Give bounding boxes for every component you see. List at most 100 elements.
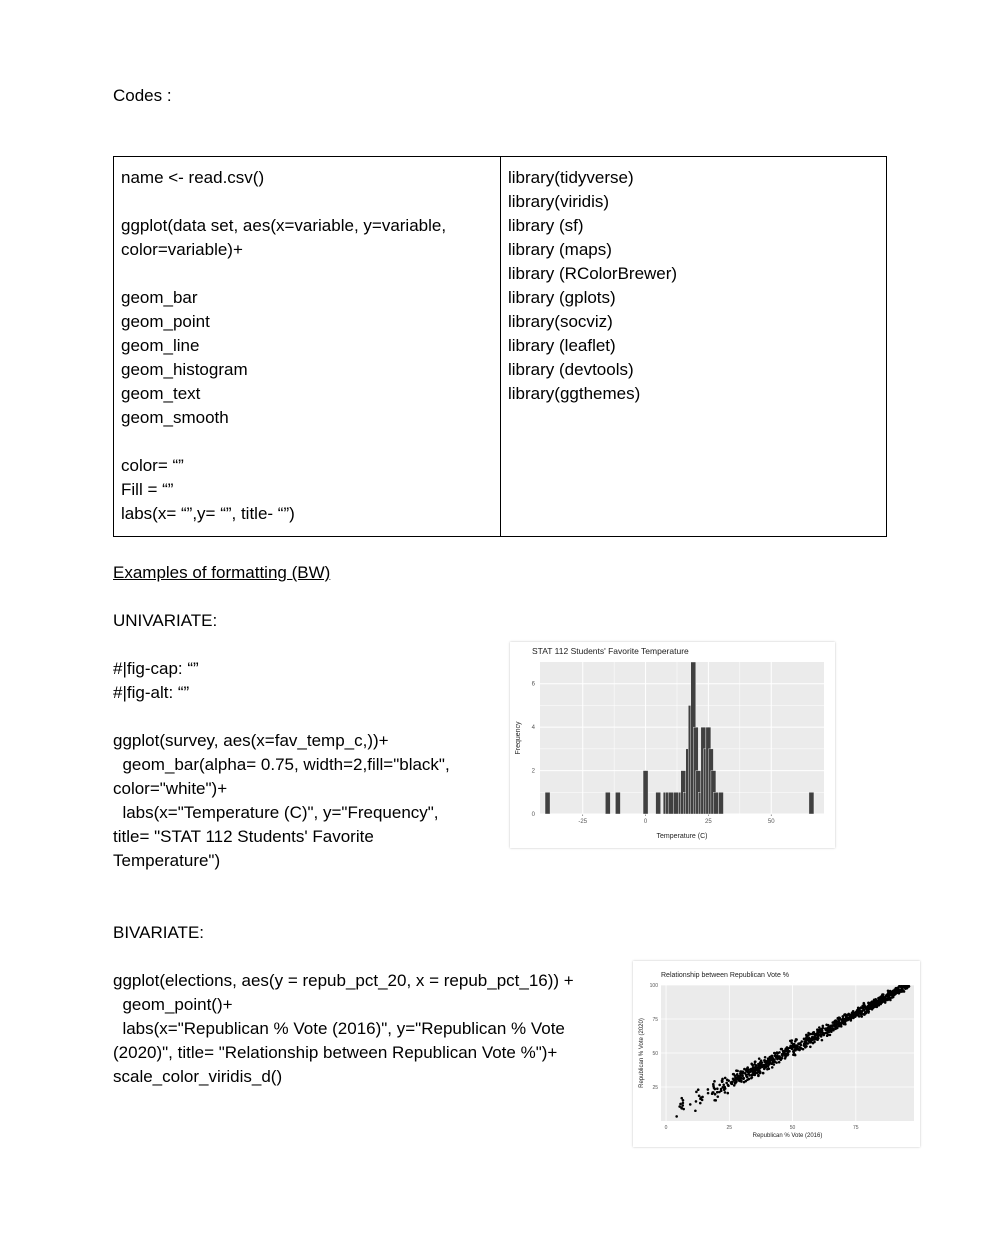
scatter-point [855,1013,859,1017]
x-tick-label: -25 [578,819,587,825]
scatter-point [680,1096,684,1100]
scatter-point [902,990,906,993]
scatter-point [858,1009,861,1013]
scatter-point [862,1001,866,1005]
scatter-point [777,1060,781,1064]
scatter-point [904,987,907,990]
histogram-bar [544,792,551,815]
scatter-point [713,1098,716,1102]
scatter-point [898,988,901,992]
scatter-point [809,1032,812,1036]
scatter-point [886,992,889,996]
code-line: geom_histogram [121,360,248,379]
y-tick-label: 0 [532,812,536,818]
histogram-bar [642,770,649,815]
scatter-point [790,1047,794,1051]
scatter-point [699,1097,702,1101]
code-line [121,430,493,454]
scatter-point [729,1081,733,1084]
scatter-point [758,1071,762,1075]
scatter-point [750,1076,753,1080]
scatter-point [739,1070,742,1073]
code-line: title= "STAT 112 Students' Favorite [113,827,374,846]
histogram-bar [718,792,724,815]
scatter-point [736,1069,739,1073]
scatter-point [862,1006,865,1010]
histogram-svg: -25 0 25 50 0 2 4 6 STAT 112 Students' Favorite … [515,646,824,840]
scatter-point [742,1080,746,1084]
code-line [121,262,493,286]
scatter-point [723,1076,727,1080]
code-line: labs(x= “”,y= “”, title- “”) [121,504,295,523]
scatter-point [697,1094,701,1098]
y-tick-label: 2 [532,769,536,775]
scatter-point [786,1053,790,1056]
scatter-point [678,1105,681,1108]
scatter-point [757,1057,761,1060]
scatter-point [739,1072,742,1075]
scatter-point [716,1095,720,1098]
scatter-point [741,1074,744,1078]
code-line: ggplot(elections, aes(y = repub_pct_20, … [113,971,574,990]
scatter-point [715,1090,719,1094]
scatter-point [841,1021,844,1025]
scatter-point [804,1045,807,1049]
scatter-point [806,1037,810,1040]
scatter-point [713,1087,717,1091]
scatter-point [877,998,880,1001]
scatter-point [825,1034,829,1038]
scatter-point [768,1058,772,1062]
scatter-point [746,1066,749,1069]
y-tick-label: 100 [650,983,659,989]
scatter-point [719,1089,723,1093]
scatter-point [761,1071,765,1075]
code-line: geom_text [121,384,201,403]
scatter-point [800,1040,804,1043]
scatter-point [726,1091,730,1095]
scatter-point [711,1091,714,1094]
x-tick-label: 25 [727,1125,733,1131]
library-line: library(tidyverse) [508,168,634,187]
scatter-point [695,1090,698,1094]
code-line: Temperature") [113,851,221,870]
scatter-point [813,1033,816,1036]
scatter-point [806,1042,810,1045]
scatter-point [749,1068,753,1072]
code-line: color="white")+ [113,779,228,798]
y-axis-label: Republican % Vote (2020) [639,1018,645,1088]
scatter-point [753,1060,757,1063]
x-tick-label: 0 [665,1125,668,1131]
scatter-point [712,1082,715,1086]
scatter-point [775,1061,778,1064]
scatter-point [881,994,884,997]
scatter-point [758,1066,762,1070]
scatter-point [820,1038,824,1042]
scatter-point [698,1101,702,1105]
scatter-point [785,1046,788,1050]
x-tick-label: 75 [853,1125,859,1131]
x-tick-label: 25 [705,819,712,825]
scatter-point [718,1083,721,1087]
scatter-point [790,1039,794,1042]
bivariate-label: BIVARIATE: [113,923,205,942]
scatter-point [751,1073,754,1076]
scatter-point [846,1017,850,1020]
scatter-point [739,1076,743,1080]
code-line: #|fig-cap: “” [113,659,199,678]
scatter-point [848,1016,852,1019]
scatter-point [725,1081,728,1085]
scatter-point [768,1056,772,1059]
library-line: library(ggthemes) [508,384,641,403]
scatter-point [808,1040,812,1044]
scatter-point [860,1006,863,1010]
scatter-point [742,1077,745,1081]
x-axis-label: Republican % Vote (2016) [753,1133,823,1139]
scatter-point [802,1037,806,1041]
scatter-point [753,1063,757,1066]
scatter-point [891,989,895,993]
histogram-bar [655,792,661,815]
scatter-point [865,1006,868,1010]
histogram-bar [673,792,679,815]
library-line: library (devtools) [508,360,634,379]
